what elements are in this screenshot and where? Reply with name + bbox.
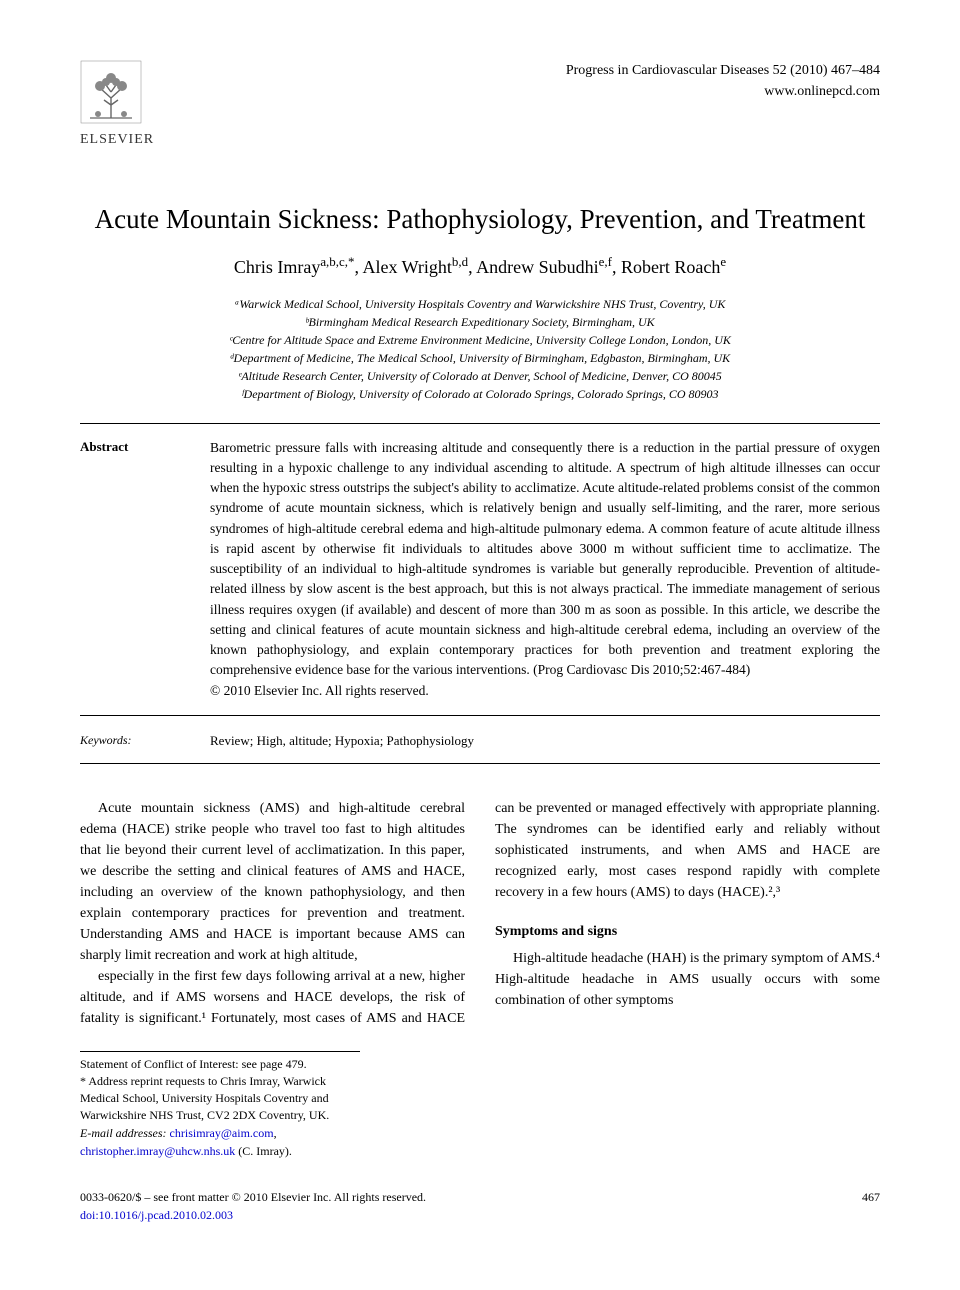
publisher-name: ELSEVIER <box>80 130 154 150</box>
abstract-label: Abstract <box>80 438 170 701</box>
publisher-logo-block: ELSEVIER <box>80 60 154 150</box>
page-number: 467 <box>862 1189 880 1224</box>
page-footer: 0033-0620/$ – see front matter © 2010 El… <box>80 1189 880 1224</box>
front-matter-line: 0033-0620/$ – see front matter © 2010 El… <box>80 1189 426 1206</box>
elsevier-tree-icon <box>80 60 142 128</box>
page-header: ELSEVIER Progress in Cardiovascular Dise… <box>80 60 880 150</box>
email-line: E-mail addresses: chrisimray@aim.com, <box>80 1125 360 1142</box>
abstract-text: Barometric pressure falls with increasin… <box>210 438 880 701</box>
article-body: Acute mountain sickness (AMS) and high-a… <box>80 798 880 1029</box>
abstract-body: Barometric pressure falls with increasin… <box>210 440 880 678</box>
conflict-statement: Statement of Conflict of Interest: see p… <box>80 1056 360 1073</box>
email-address-2[interactable]: christopher.imray@uhcw.nhs.uk <box>80 1144 235 1158</box>
section-heading-symptoms: Symptoms and signs <box>495 921 880 942</box>
doi-link[interactable]: doi:10.1016/j.pcad.2010.02.003 <box>80 1207 426 1224</box>
symptoms-paragraph-1: High-altitude headache (HAH) is the prim… <box>495 948 880 1011</box>
journal-website: www.onlinepcd.com <box>566 81 880 102</box>
footer-left: 0033-0620/$ – see front matter © 2010 El… <box>80 1189 426 1224</box>
keywords-label: Keywords: <box>80 732 170 751</box>
author-list: Chris Imraya,b,c,*, Alex Wrightb,d, Andr… <box>80 253 880 280</box>
abstract-copyright: © 2010 Elsevier Inc. All rights reserved… <box>210 683 429 698</box>
email-line-2: christopher.imray@uhcw.nhs.uk (C. Imray)… <box>80 1143 360 1160</box>
intro-paragraph-1: Acute mountain sickness (AMS) and high-a… <box>80 798 465 966</box>
keywords-text: Review; High, altitude; Hypoxia; Pathoph… <box>210 732 474 751</box>
keywords-block: Keywords: Review; High, altitude; Hypoxi… <box>80 724 880 764</box>
journal-info: Progress in Cardiovascular Diseases 52 (… <box>566 60 880 102</box>
journal-citation: Progress in Cardiovascular Diseases 52 (… <box>566 60 880 81</box>
email-attribution: (C. Imray). <box>238 1144 292 1158</box>
affiliation-list: ᵃWarwick Medical School, University Hosp… <box>80 295 880 403</box>
reprint-address: * Address reprint requests to Chris Imra… <box>80 1073 360 1123</box>
email-address-1[interactable]: chrisimray@aim.com <box>170 1126 274 1140</box>
email-label: E-mail addresses: <box>80 1126 167 1140</box>
article-title: Acute Mountain Sickness: Pathophysiology… <box>80 200 880 239</box>
abstract-block: Abstract Barometric pressure falls with … <box>80 423 880 716</box>
footnote-block: Statement of Conflict of Interest: see p… <box>80 1051 360 1160</box>
